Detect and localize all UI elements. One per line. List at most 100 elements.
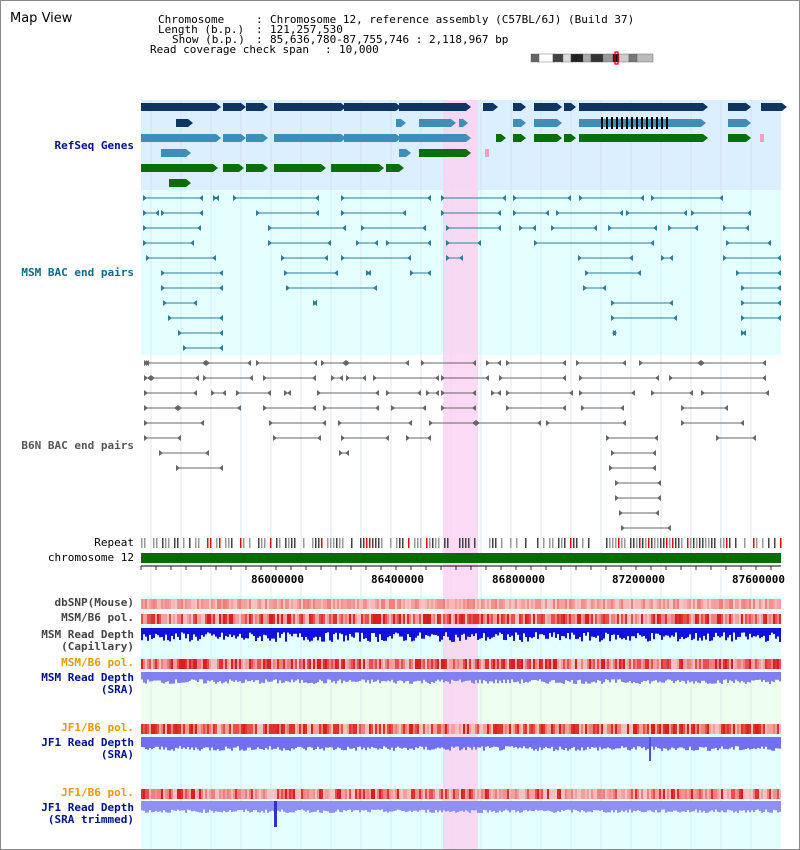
show-colon: : [256,33,263,46]
msm-bac-end-b-5-3 [427,270,431,276]
axis-ticks [140,566,772,570]
msm-depth-sra-bars [141,672,781,684]
b6n-bac-end-a-2-4 [317,390,321,396]
refseq-gene-41 [274,164,321,172]
refseq-gene-29 [496,134,501,142]
b6n-bac-end-a-0-3 [256,360,260,366]
refseq-gene-8 [513,103,521,111]
msm-bac-end-b-1-2 [315,210,319,216]
refseq-gene-29-arrow [501,134,506,142]
b6n-bac-end-a-2-12 [701,390,705,396]
msm-b6-pol-strip [141,614,781,624]
refseq-gene-16-arrow [451,119,456,127]
msm-bac-end-b-3-3 [427,240,431,246]
msm-bac-end-a-6-2 [583,285,587,291]
b6n-bac-end-b-4-5 [622,420,626,426]
msm-bac-end-a-1-3 [341,210,345,216]
b6n-bac-end-b-5-5 [752,435,756,441]
b6n-bac-end-b-0-5 [405,360,409,366]
track-label-jf1-depth: JF1 Read Depth [41,736,134,749]
msm-bac-end-b-3-1 [327,240,331,246]
refseq-gene-2 [246,103,263,111]
axis-tick-label-4: 87200000 [612,573,665,586]
chromosome-bar [141,553,781,563]
b6n-bac-end-a-2-11 [651,390,655,396]
axis-tick-label-3: 86800000 [492,573,545,586]
msm-bac-end-b-3-6 [767,240,771,246]
refseq-gene-32-arrow [571,134,576,142]
b6n-bac-end-b-1-0 [147,375,151,381]
show-label: Show (b.p.) [172,33,245,46]
refseq-gene-19 [534,119,557,127]
b6n-bac-end-a-6-2 [611,450,615,456]
b6n-bac-end-b-4-1 [322,420,326,426]
track-label-b6n-bac[interactable]: B6N BAC end pairs [21,439,134,452]
track-label-refseq[interactable]: RefSeq Genes [54,139,134,152]
msm-bac-end-a-4-2 [341,255,345,261]
msm-bac-end-b-6-3 [777,285,781,291]
track-label-dbsnp: dbSNP(Mouse) [54,596,134,609]
b6n-bac-end-a-2-0 [144,390,148,396]
msm-bac-end-b-2-5 [593,225,597,231]
b6n-bac-end-a-4-0 [144,420,148,426]
b6n-bac-end-a-7-0 [176,465,180,471]
axis-tick-label-1: 86000000 [251,573,304,586]
refseq-gene-1-arrow [241,103,246,111]
b6n-bac-end-a-4-1 [269,420,273,426]
refseq-gene-6 [421,103,466,111]
b6n-bac-end-b-1-8 [562,375,566,381]
msm-bac-end-b-6-1 [373,285,377,291]
msm-bac-end-a-6-3 [741,285,745,291]
refseq-gene-33-arrow [703,134,708,142]
b6n-bac-end-b-0-1 [202,360,206,366]
refseq-gene-40 [246,164,263,172]
refseq-gene-16 [419,119,451,127]
b6n-bac-end-b-5-4 [654,435,658,441]
msm-bac-end-a-3-2 [356,240,360,246]
b6n-bac-end-a-3-6 [506,405,510,411]
msm-bac-end-b-0-3 [427,195,431,201]
refseq-gene-37 [419,149,466,157]
b6n-bac-end-b-6-1 [345,450,349,456]
refseq-exon-9 [646,117,648,129]
b6n-bac-end-a-0-10 [639,360,643,366]
track-label-jf1-b6-pol-trim: JF1/B6 pol. [61,786,134,799]
b6n-bac-end-b-3-8 [724,405,728,411]
b6n-bac-end-b-2-9 [569,390,573,396]
msm-bac-end-a-2-2 [361,225,365,231]
msm-bac-end-a-2-1 [268,225,272,231]
axis-tick-label-2: 86400000 [371,573,424,586]
msm-bac-end-b-2-8 [745,225,749,231]
msm-bac-end-b-1-5 [545,210,549,216]
b6n-bac-end-b-0-8 [562,360,566,366]
refseq-gene-15 [396,119,401,127]
refseq-gene-39 [223,164,239,172]
refseq-gene-3-arrow [341,103,346,111]
refseq-gene-31-arrow [557,134,562,142]
refseq-gene-32 [564,134,571,142]
msm-bac-end-a-2-3 [446,225,450,231]
track-label-msm-depth-cap-sub: (Capillary) [61,640,134,653]
b6n-bac-end-b-5-3 [427,435,431,441]
refseq-exon-11 [656,117,658,129]
msm-bac-end-b-0-2 [315,195,319,201]
track-label-jf1-b6-pol: JF1/B6 pol. [61,721,134,734]
b6n-bac-end-b-3-3 [375,405,379,411]
refseq-gene-10-arrow [571,103,576,111]
msm-bac-end-a-4-1 [281,255,285,261]
refseq-gene-38 [141,164,213,172]
msm-bac-end-a-2-5 [551,225,555,231]
track-label-msm-bac[interactable]: MSM BAC end pairs [21,266,134,279]
refseq-exon-4 [621,117,623,129]
msm-bac-end-b-5-5 [777,270,781,276]
b6n-bac-end-b-0-11 [762,360,766,366]
b6n-bac-end-b-1-5 [362,375,366,381]
b6n-bac-end-a-2-3 [284,390,288,396]
refseq-gene-42 [331,164,379,172]
msm-bac-end-a-6-0 [161,285,165,291]
b6n-bac-end-a-1-0 [144,375,148,381]
msm-bac-end-a-3-5 [534,240,538,246]
refseq-gene-1 [223,103,241,111]
msm-bac-end-b-8-2 [777,315,781,321]
b6n-bac-end-b-2-4 [375,390,379,396]
